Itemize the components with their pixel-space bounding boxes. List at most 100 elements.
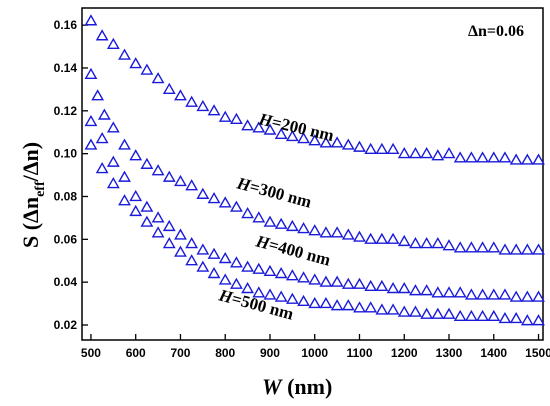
data-point-s0	[453, 151, 467, 163]
data-point-s2	[308, 273, 322, 285]
data-point-s0	[118, 48, 131, 60]
data-point-s0	[162, 82, 176, 94]
data-point-s2	[341, 277, 355, 289]
data-point-s0	[308, 134, 322, 146]
data-point-s2	[420, 284, 434, 296]
data-point-s2	[453, 286, 467, 298]
data-point-s2	[498, 288, 512, 300]
data-point-s1	[319, 226, 333, 238]
data-point-s2	[364, 279, 378, 292]
data-point-s3	[308, 296, 322, 309]
x-axis: 500 600 700 800 900 1000 1100 1200 1300 1400 1500	[81, 334, 550, 360]
data-point-s1	[241, 207, 255, 219]
data-point-s0	[487, 151, 501, 163]
data-point-s1	[386, 232, 400, 244]
series-label-h200: H=200 nm	[256, 109, 336, 145]
data-point-s0	[84, 14, 98, 26]
y-tick-label: 0.10	[54, 147, 78, 161]
data-point-s2	[95, 132, 109, 144]
data-point-s1	[476, 241, 489, 253]
data-point-s0	[375, 142, 389, 154]
series-label-h300: H=300 nm	[234, 173, 314, 211]
data-point-s0	[95, 29, 109, 41]
x-tick-label: 1000	[301, 346, 328, 360]
data-point-s0	[196, 99, 210, 112]
data-point-s2	[476, 288, 489, 300]
data-point-s3	[263, 288, 277, 300]
data-point-s1	[431, 237, 445, 249]
data-point-s2	[330, 275, 344, 287]
data-point-s2	[129, 189, 143, 202]
data-point-s0	[476, 151, 489, 163]
data-point-s3	[252, 286, 266, 298]
data-point-s1	[442, 239, 456, 251]
data-point-s3	[341, 299, 355, 311]
data-point-s2	[319, 275, 333, 287]
data-point-s1	[162, 170, 176, 182]
data-point-s3	[431, 307, 445, 319]
data-point-s3	[353, 301, 366, 313]
data-point-s1	[420, 237, 434, 249]
y-tick-label: 0.04	[54, 275, 78, 289]
x-axis-label: W (nm)	[262, 374, 332, 399]
data-point-s3	[106, 177, 120, 189]
x-tick-label: 1400	[480, 346, 507, 360]
data-point-s1	[252, 211, 266, 223]
data-point-s1	[498, 243, 512, 255]
data-point-s2	[386, 281, 400, 294]
data-point-s3	[118, 194, 131, 206]
data-point-s1	[375, 232, 389, 244]
data-point-s0	[353, 140, 366, 152]
data-point-s3	[95, 162, 109, 174]
data-point-s3	[174, 245, 187, 257]
data-point-s1	[84, 67, 98, 80]
data-point-s3	[420, 307, 434, 319]
data-point-s0	[520, 153, 534, 165]
data-point-s1	[218, 196, 232, 208]
x-tick-label: 900	[260, 346, 280, 360]
data-point-s1	[364, 232, 378, 244]
data-point-s0	[218, 110, 232, 122]
data-point-s0	[274, 127, 288, 139]
data-point-s0	[420, 147, 434, 159]
data-point-s1	[151, 164, 165, 176]
data-point-s1	[330, 226, 344, 238]
y-axis-label: S (Δneff/Δn)	[18, 142, 48, 248]
data-point-s1	[308, 224, 322, 236]
data-point-s1	[397, 234, 411, 247]
data-point-s0	[498, 151, 512, 163]
data-point-s2	[162, 219, 176, 232]
data-point-s2	[151, 211, 165, 223]
data-point-s2	[174, 228, 187, 240]
data-point-s1	[520, 243, 534, 255]
data-point-s1	[185, 179, 199, 191]
data-point-s2	[84, 114, 98, 127]
data-point-s3	[386, 303, 400, 315]
y-axis: 0.02 0.04 0.06 0.08 0.10 0.12 0.14 0.16	[54, 18, 88, 332]
data-point-s3	[442, 307, 456, 319]
data-point-s2	[532, 290, 545, 302]
data-point-s0	[207, 104, 221, 116]
x-tick-label: 800	[215, 346, 235, 360]
data-point-s3	[185, 254, 199, 266]
data-point-s0	[442, 147, 456, 159]
data-point-s2	[375, 279, 389, 292]
data-point-s1	[341, 228, 355, 240]
data-point-s1	[509, 243, 523, 255]
data-point-s1	[274, 217, 288, 229]
data-point-s0	[330, 136, 344, 148]
data-point-s0	[319, 136, 333, 148]
data-point-s0	[252, 121, 266, 133]
data-point-s1	[297, 222, 310, 234]
data-point-s2	[487, 288, 501, 300]
data-point-s0	[464, 151, 478, 163]
data-point-s0	[297, 132, 310, 144]
data-point-s3	[364, 301, 378, 313]
data-point-s3	[196, 260, 210, 272]
data-markers	[84, 14, 545, 326]
data-point-s3	[285, 292, 299, 304]
data-point-s2	[464, 288, 478, 300]
data-point-s3	[375, 303, 389, 315]
data-point-s2	[442, 286, 456, 298]
y-tick-label: 0.06	[54, 232, 78, 246]
